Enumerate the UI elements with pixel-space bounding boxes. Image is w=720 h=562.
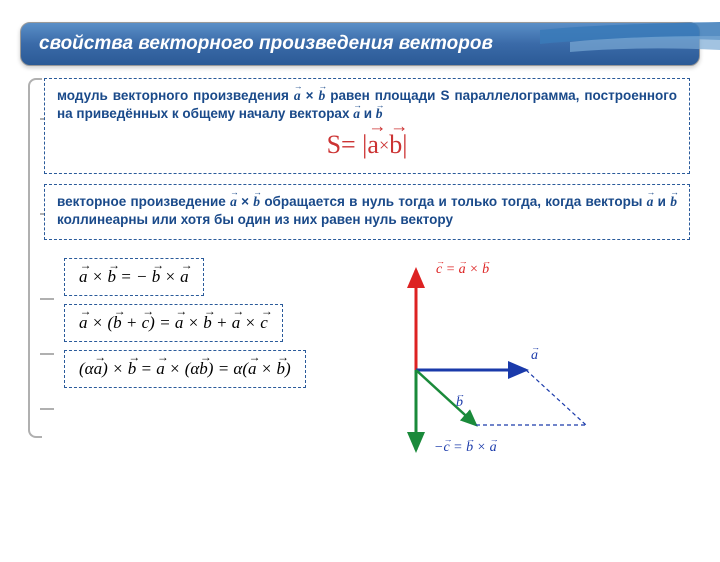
formula-1: a × b = − b × a (64, 258, 204, 296)
diagram-svg: c = a × b a b −c = b × a (326, 250, 606, 460)
property-box-2: векторное произведение a × b обращается … (44, 184, 690, 240)
vec-b-inline: b (318, 87, 325, 105)
box2-t4: коллинеарны или хотя бы один из них раве… (57, 212, 453, 227)
box2-t1: векторное произведение (57, 194, 230, 209)
vec-a-inline2: a (353, 105, 360, 123)
corner-decoration (540, 22, 720, 62)
vec-a-inline3: a (230, 193, 237, 211)
connector-3 (40, 298, 54, 300)
connector-5 (40, 408, 54, 410)
connector-4 (40, 353, 54, 355)
content-area: модуль векторного произведения a × b рав… (0, 78, 720, 465)
vec-b-inline3: b (253, 193, 260, 211)
vector-diagram: c = a × b a b −c = b × a (326, 250, 690, 465)
formulas-column: a × b = − b × a a × (b + c) = a × b + a … (44, 250, 306, 465)
vec-a-inline4: a (647, 193, 654, 211)
property-box-1: модуль векторного произведения a × b рав… (44, 78, 690, 174)
box2-t2: обращается в нуль тогда и только тогда, … (264, 194, 646, 209)
bracket-decoration (28, 78, 42, 438)
vec-b-inline4: b (670, 193, 677, 211)
box1-text-a: модуль векторного произведения (57, 88, 294, 103)
box2-t3: и (658, 194, 671, 209)
bottom-row: a × b = − b × a a × (b + c) = a × b + a … (44, 250, 690, 465)
formula-3: (αa) × b = a × (αb) = α(a × b) (64, 350, 306, 388)
area-formula: S= |a×b| (57, 127, 677, 162)
vec-a-inline: a (294, 87, 301, 105)
formula-2: a × (b + c) = a × b + a × c (64, 304, 283, 342)
